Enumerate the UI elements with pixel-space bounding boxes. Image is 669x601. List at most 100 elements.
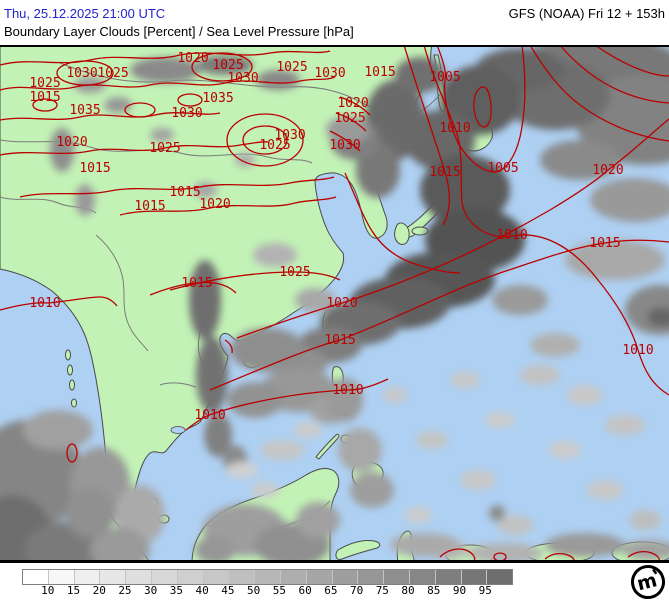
logo-apostrophe bbox=[652, 568, 658, 575]
isobar-label: 1025 bbox=[212, 58, 243, 73]
legend-cell bbox=[487, 570, 513, 584]
legend-cell bbox=[229, 570, 256, 584]
model-info: GFS (NOAA) Fri 12 + 153h bbox=[508, 6, 665, 21]
legend-tick-labels: 10 15 20 25 30 35 40 45 50 55 60 65 70 75 80 85 90 95 bbox=[0, 584, 669, 598]
legend-tick: 35 bbox=[169, 584, 184, 597]
isobar-label: 1025 bbox=[97, 66, 128, 81]
run-datetime: Thu, 25.12.2025 21:00 UTC bbox=[4, 6, 166, 21]
isobar-label: 1005 bbox=[429, 70, 460, 85]
legend-tick: 15 bbox=[66, 584, 81, 597]
legend-tick: 50 bbox=[247, 584, 261, 597]
island-nicobar bbox=[71, 398, 77, 408]
isobar-label: 1015 bbox=[169, 185, 200, 200]
island-palawan bbox=[315, 433, 340, 460]
header: Thu, 25.12.2025 21:00 UTC GFS (NOAA) Fri… bbox=[0, 0, 669, 45]
legend-tick: 75 bbox=[375, 584, 389, 597]
legend-tick: 10 bbox=[41, 584, 55, 597]
legend-cell bbox=[306, 570, 333, 584]
isobar-label: 1025 bbox=[149, 141, 180, 156]
legend-tick: 45 bbox=[221, 584, 235, 597]
legend-cell bbox=[409, 570, 436, 584]
isobar-label: 1015 bbox=[79, 161, 110, 176]
isobar-label: 1015 bbox=[181, 276, 212, 291]
isobar-label: 1020 bbox=[337, 96, 368, 111]
legend-cell bbox=[255, 570, 281, 584]
meteoblue-logo: m bbox=[631, 565, 665, 599]
legend-cell bbox=[74, 570, 101, 584]
isobar-label: 1020 bbox=[326, 296, 357, 311]
isobar-label: 1020 bbox=[199, 197, 230, 212]
cloud-layer bbox=[0, 35, 669, 578]
legend-tick: 70 bbox=[349, 584, 364, 597]
lake-layer bbox=[170, 426, 186, 434]
lake-tonlesap bbox=[170, 426, 186, 434]
island-shikoku bbox=[411, 226, 429, 236]
isobar-label: 1015 bbox=[134, 199, 165, 214]
isobar-label: 1030 bbox=[274, 128, 305, 143]
isobar-label: 1035 bbox=[69, 103, 100, 118]
legend-tick: 30 bbox=[144, 584, 158, 597]
legend-cell bbox=[177, 570, 204, 584]
isobar-label: 1035 bbox=[202, 91, 233, 106]
isobar-label: 1010 bbox=[496, 228, 527, 243]
island-andaman bbox=[65, 349, 71, 361]
legend-cell bbox=[203, 570, 230, 584]
isobar-label: 1010 bbox=[194, 408, 225, 423]
map-frame-bottom bbox=[0, 560, 669, 563]
legend-tick: 20 bbox=[92, 584, 106, 597]
map-title: Boundary Layer Clouds [Percent] / Sea Le… bbox=[4, 24, 354, 39]
legend-cell bbox=[100, 570, 127, 584]
legend-tick: 95 bbox=[478, 584, 492, 597]
isobar-label: 1030 bbox=[314, 66, 345, 81]
legend-cell bbox=[126, 570, 152, 584]
isobar-label: 1025 bbox=[334, 111, 365, 126]
isobar-layer bbox=[0, 44, 669, 563]
legend-cell bbox=[332, 570, 359, 584]
legend-tick: 55 bbox=[272, 584, 286, 597]
weather-map: 1020 1025 1030 1025 1030 1030 1025 1025 1015 1035… bbox=[0, 35, 669, 578]
legend-cell bbox=[280, 570, 307, 584]
isobar-label: 1010 bbox=[29, 296, 60, 311]
isobar-label: 1025 bbox=[279, 265, 310, 280]
legend-tick: 80 bbox=[401, 584, 415, 597]
isobar-label: 1025 bbox=[276, 60, 307, 75]
legend-color-bar bbox=[22, 569, 513, 585]
isobar-label: 1020 bbox=[177, 51, 208, 66]
isobar-label: 1010 bbox=[622, 343, 653, 358]
legend-tick: 40 bbox=[195, 584, 209, 597]
cloud-cover-legend: 10 15 20 25 30 35 40 45 50 55 60 65 70 75 80 85 90 95 bbox=[0, 566, 669, 600]
legend-tick: 25 bbox=[118, 584, 132, 597]
isobar-label: 1030 bbox=[329, 138, 360, 153]
isobar-label: 1030 bbox=[66, 66, 97, 81]
legend-tick: 65 bbox=[324, 584, 338, 597]
isobar-label: 1005 bbox=[487, 161, 518, 176]
isobar-label: 1030 bbox=[171, 106, 202, 121]
isobar-label: 1020 bbox=[56, 135, 87, 150]
legend-cell bbox=[23, 570, 49, 584]
isobar-label: 1010 bbox=[439, 121, 470, 136]
isobar-label: 1030 bbox=[227, 71, 258, 86]
isobar-label: 1010 bbox=[332, 383, 363, 398]
legend-tick: 90 bbox=[452, 584, 467, 597]
island-andaman bbox=[69, 379, 75, 391]
island-andaman bbox=[67, 364, 73, 376]
map-frame-top bbox=[0, 45, 669, 47]
legend-tick: 60 bbox=[298, 584, 312, 597]
isobar-label: 1020 bbox=[592, 163, 623, 178]
legend-cell bbox=[151, 570, 178, 584]
isobar-label: 1015 bbox=[29, 90, 60, 105]
isobar-label: 1015 bbox=[324, 333, 355, 348]
isobar-label: 1015 bbox=[364, 65, 395, 80]
legend-cell bbox=[358, 570, 385, 584]
legend-cell bbox=[461, 570, 488, 584]
island-kyushu bbox=[394, 222, 410, 245]
island-sulawesi-arm bbox=[335, 540, 381, 560]
isobar-label: 1025 bbox=[259, 138, 290, 153]
legend-cell bbox=[435, 570, 462, 584]
legend-cell bbox=[384, 570, 410, 584]
isobar-label: 1015 bbox=[429, 165, 460, 180]
isobar-label: 1015 bbox=[589, 236, 620, 251]
isobar-label: 1025 bbox=[29, 76, 60, 91]
